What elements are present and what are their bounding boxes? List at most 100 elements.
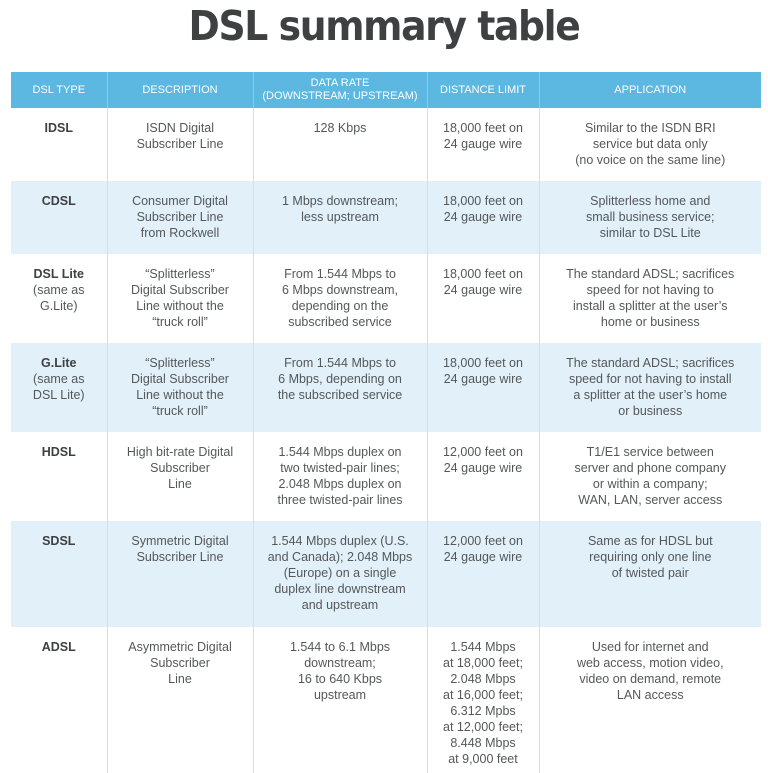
cell-text-line: Same as for HDSL but [587, 534, 713, 548]
cell-text-line: Symmetric Digital [131, 534, 229, 548]
cell-text-line: at 16,000 feet; [443, 688, 523, 702]
cell-text-line: Line [168, 477, 192, 491]
dsl-type-name: ADSL [41, 640, 76, 654]
cell-application: The standard ADSL; sacrifices speed for n… [538, 254, 761, 343]
cell-description: “Splitterless” Digital Subscriber Line wit… [106, 254, 253, 343]
cell-text-line: speed for not having to [586, 283, 714, 297]
cell-text-line: 6 Mbps, depending on [278, 372, 402, 386]
cell-dsl-type: IDSL [11, 108, 107, 181]
cell-text-line: Asymmetric Digital [128, 640, 232, 654]
cell-text-line: (no voice on the same line) [575, 153, 726, 167]
cell-dsl-type: HDSL [11, 432, 107, 521]
cell-dsl-type: G.Lite (same as DSL Lite) [11, 343, 107, 432]
cell-data-rate: 128 Kbps [252, 108, 427, 181]
cell-text-line: “Splitterless” [145, 267, 215, 281]
cell-data-rate: 1.544 to 6.1 Mbps downstream; 16 to 640 Kb… [252, 627, 427, 773]
cell-text-line: three twisted-pair lines [277, 493, 403, 507]
cell-description: Symmetric Digital Subscriber Line [106, 521, 253, 627]
cell-text-line: Used for internet and [591, 640, 709, 654]
header-data-rate: DATA RATE (DOWNSTREAM; UPSTREAM) [252, 72, 427, 108]
cell-text-line: (same as [33, 372, 85, 386]
header-row: DSL TYPE DESCRIPTION DATA RATE (DOWNSTRE… [11, 72, 761, 108]
cell-text-line: 2.048 Mbps [450, 672, 516, 686]
cell-description: ISDN Digital Subscriber Line [106, 108, 253, 181]
cell-text-line: home or business [600, 315, 700, 329]
cell-text-line: From 1.544 Mbps to [284, 267, 396, 281]
cell-dsl-type: DSL Lite (same as G.Lite) [11, 254, 107, 343]
cell-data-rate: 1.544 Mbps duplex (U.S. and Canada); 2.04… [252, 521, 427, 627]
cell-text-line: Digital Subscriber [131, 372, 229, 386]
cell-data-rate: From 1.544 Mbps to 6 Mbps downstream, depe… [252, 254, 427, 343]
table-row: G.Lite (same as DSL Lite) “Splitterless” Dig… [11, 343, 761, 432]
cell-distance-limit: 18,000 feet on 24 gauge wire [426, 254, 539, 343]
header-dsl-type: DSL TYPE [11, 72, 107, 108]
cell-text-line: similar to DSL Lite [599, 226, 701, 240]
cell-text-line: two twisted-pair lines; [280, 461, 400, 475]
cell-text-line: 24 gauge wire [443, 137, 523, 151]
cell-text-line: Subscriber [150, 656, 210, 670]
cell-distance-limit: 18,000 feet on 24 gauge wire [426, 181, 539, 254]
cell-text-line: Subscriber Line [136, 210, 224, 224]
cell-text-line: 6.312 Mpbs [450, 704, 516, 718]
cell-text-line: 24 gauge wire [443, 283, 523, 297]
cell-text-line: service but data only [592, 137, 708, 151]
cell-dsl-type: SDSL [11, 521, 107, 627]
cell-distance-limit: 1.544 Mbps at 18,000 feet; 2.048 Mbps at 16… [426, 627, 539, 773]
cell-text-line: speed for not having to install [568, 372, 732, 386]
cell-text-line: or business [618, 404, 683, 418]
dsl-type-name: CDSL [41, 194, 76, 208]
cell-text-line: 18,000 feet on [443, 356, 523, 370]
cell-text-line: a splitter at the user’s home [573, 388, 728, 402]
cell-application: Same as for HDSL but requiring only one l… [538, 521, 761, 627]
cell-text-line: Line without the [136, 299, 224, 313]
cell-text-line: at 9,000 feet [448, 752, 518, 766]
cell-text-line: High bit-rate Digital [126, 445, 234, 459]
cell-text-line: 8.448 Mbps [450, 736, 516, 750]
cell-text-line: 12,000 feet on [443, 445, 523, 459]
cell-text-line: 18,000 feet on [443, 121, 523, 135]
cell-text-line: LAN access [616, 688, 684, 702]
cell-text-line: upstream [313, 688, 367, 702]
cell-text-line: “Splitterless” [145, 356, 215, 370]
cell-text-line: 1.544 Mbps [450, 640, 516, 654]
cell-text-line: at 12,000 feet; [443, 720, 523, 734]
cell-text-line: 12,000 feet on [443, 534, 523, 548]
cell-text-line: requiring only one line [589, 550, 712, 564]
cell-text-line: “truck roll” [152, 404, 208, 418]
cell-data-rate: 1 Mbps downstream; less upstream [252, 181, 427, 254]
cell-text-line: 24 gauge wire [443, 372, 523, 386]
table-row: IDSL ISDN Digital Subscriber Line 128 Kbps 1… [11, 108, 761, 181]
cell-text-line: 18,000 feet on [443, 267, 523, 281]
cell-distance-limit: 18,000 feet on 24 gauge wire [426, 108, 539, 181]
cell-text-line: at 18,000 feet; [443, 656, 523, 670]
page-title: DSL summary table [188, 2, 581, 50]
cell-application: Similar to the ISDN BRI service but data … [538, 108, 761, 181]
cell-text-line: (same as [33, 283, 85, 297]
cell-text-line: Line [168, 672, 192, 686]
cell-text-line: Line without the [136, 388, 224, 402]
cell-text-line: The standard ADSL; sacrifices [566, 356, 735, 370]
cell-text-line: “truck roll” [152, 315, 208, 329]
cell-text-line: the subscribed service [277, 388, 403, 402]
cell-text-line: small business service; [585, 210, 715, 224]
cell-text-line: The standard ADSL; sacrifices [566, 267, 735, 281]
cell-description: Asymmetric Digital Subscriber Line [106, 627, 253, 773]
cell-text-line: 24 gauge wire [443, 461, 523, 475]
cell-text-line: Subscriber [150, 461, 210, 475]
cell-text-line: 2.048 Mbps duplex on [278, 477, 402, 491]
cell-dsl-type: ADSL [11, 627, 107, 773]
dsl-summary-table: DSL TYPE DESCRIPTION DATA RATE (DOWNSTRE… [11, 72, 761, 773]
cell-text-line: Digital Subscriber [131, 283, 229, 297]
cell-text-line: server and phone company [574, 461, 726, 475]
cell-text-line: video on demand, remote [579, 672, 722, 686]
cell-dsl-type: CDSL [11, 181, 107, 254]
table-row: DSL Lite (same as G.Lite) “Splitterless” Dig… [11, 254, 761, 343]
cell-text-line: subscribed service [288, 315, 392, 329]
header-application: APPLICATION [538, 72, 761, 108]
cell-application: The standard ADSL; sacrifices speed for n… [538, 343, 761, 432]
cell-text-line: of twisted pair [611, 566, 689, 580]
cell-text-line: install a splitter at the user’s [573, 299, 728, 313]
cell-application: Used for internet and web access, motion … [538, 627, 761, 773]
dsl-type-name: G.Lite [41, 356, 77, 370]
cell-distance-limit: 18,000 feet on 24 gauge wire [426, 343, 539, 432]
